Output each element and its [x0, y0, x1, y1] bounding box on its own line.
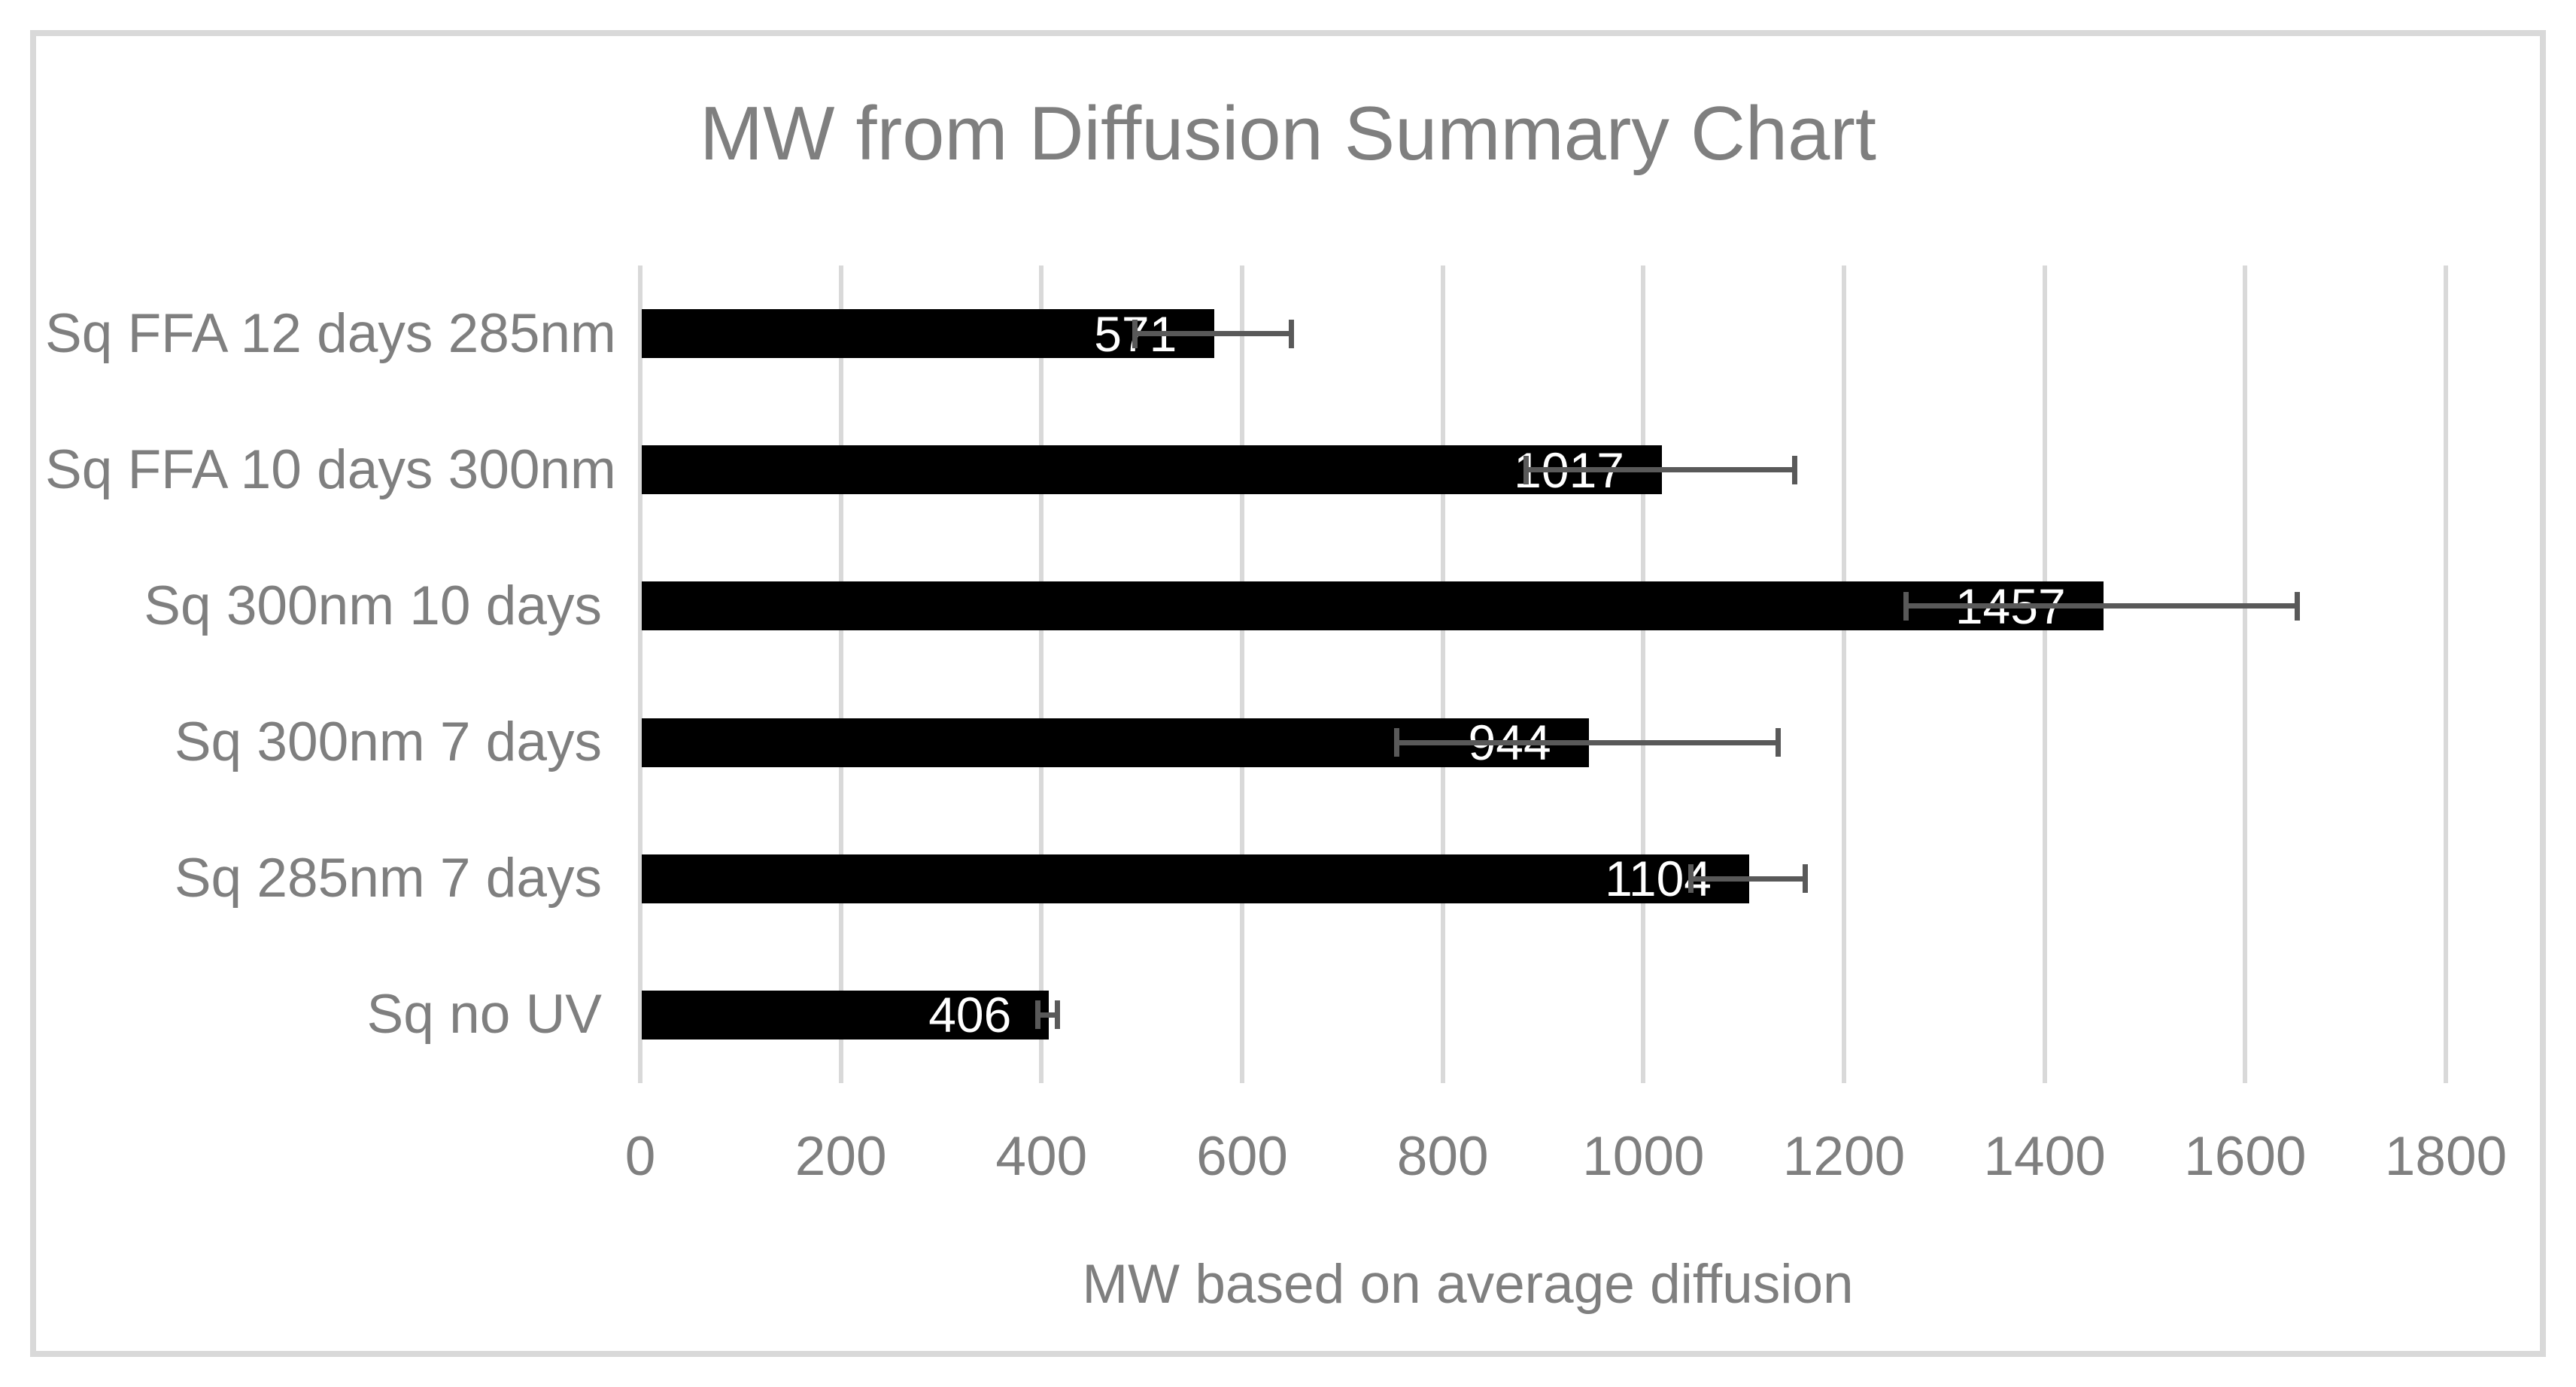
x-tick-label: 1600	[2184, 1126, 2307, 1187]
chart-border-frame	[30, 30, 2546, 1357]
error-bar-line	[1135, 331, 1292, 337]
x-tick-label: 800	[1396, 1126, 1489, 1187]
error-bar-line	[1906, 603, 2298, 609]
gridline	[1842, 266, 1846, 1083]
error-bar-line	[1396, 739, 1778, 745]
gridline	[1240, 266, 1244, 1083]
category-label: Sq no UV	[366, 984, 602, 1046]
error-bar-line	[1690, 876, 1805, 882]
category-label: Sq 300nm 10 days	[144, 575, 602, 636]
error-bar-cap-right	[2295, 591, 2301, 621]
category-label: Sq FFA 10 days 300nm	[45, 439, 616, 500]
gridline	[2042, 266, 2047, 1083]
error-bar-cap-right	[1775, 728, 1781, 757]
error-bar-cap-left	[1393, 728, 1399, 757]
error-bar-line	[1037, 1012, 1058, 1018]
gridline	[1440, 266, 1445, 1083]
x-tick-label: 1000	[1582, 1126, 1705, 1187]
error-bar-cap-right	[1802, 864, 1808, 894]
data-bar	[642, 581, 2104, 631]
bar-value-label: 1017	[1514, 442, 1624, 498]
gridline	[838, 266, 843, 1083]
bar-value-label: 406	[928, 987, 1012, 1043]
x-tick-label: 600	[1196, 1126, 1288, 1187]
bar-value-label: 571	[642, 307, 1177, 361]
x-tick-label: 400	[995, 1126, 1088, 1187]
data-bar	[642, 990, 1050, 1039]
gridline	[1641, 266, 1646, 1083]
x-tick-label: 1400	[1983, 1126, 2106, 1187]
gridline	[2243, 266, 2248, 1083]
x-tick-label: 1200	[1782, 1126, 1906, 1187]
x-axis-title: MW based on average diffusion	[1082, 1254, 1854, 1315]
x-tick-label: 0	[624, 1126, 656, 1187]
data-bar	[642, 309, 1215, 359]
error-bar-cap-right	[1288, 319, 1294, 348]
category-label: Sq 285nm 7 days	[174, 848, 602, 909]
error-bar-cap-left	[1903, 591, 1909, 621]
error-bar-cap-left	[1523, 455, 1529, 484]
gridline	[2444, 266, 2448, 1083]
gridline	[638, 266, 642, 1083]
category-label: Sq 300nm 7 days	[174, 712, 602, 773]
x-tick-label: 1800	[2384, 1126, 2508, 1187]
data-bar	[642, 445, 1662, 495]
bar-value-label: 1104	[1605, 851, 1712, 907]
error-bar-cap-right	[1055, 1000, 1061, 1030]
chart-title: MW from Diffusion Summary Chart	[700, 92, 1876, 176]
x-tick-label: 200	[794, 1126, 887, 1187]
error-bar-cap-left	[1034, 1000, 1040, 1030]
category-label: Sq FFA 12 days 285nm	[45, 302, 616, 364]
error-bar-cap-left	[1132, 319, 1138, 348]
error-bar-cap-right	[1792, 455, 1798, 484]
error-bar-cap-left	[1687, 864, 1694, 894]
data-bar	[642, 854, 1749, 903]
gridline	[1039, 266, 1044, 1083]
bar-value-label: 1457	[1955, 578, 2066, 634]
error-bar-line	[1526, 467, 1795, 473]
